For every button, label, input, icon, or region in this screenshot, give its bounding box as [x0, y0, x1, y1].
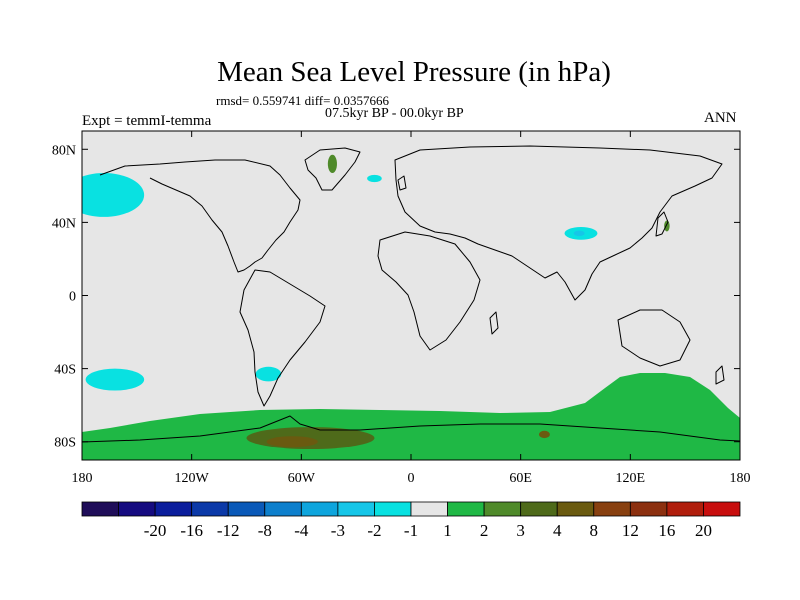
y-axis-labels: 80N 40N 0 40S 80S	[52, 143, 76, 450]
colorbar-label: 16	[658, 521, 675, 540]
y-tick-label: 0	[69, 290, 76, 305]
africa-coast	[377, 231, 481, 351]
x-tick-label: 120W	[175, 471, 210, 486]
colorbar-box	[374, 501, 412, 517]
coastlines	[82, 145, 740, 443]
colorbar-box	[118, 501, 156, 517]
colorbar-label: 1	[443, 521, 452, 540]
colorbar-box	[191, 501, 229, 517]
anomaly-antarctic-high-inner	[266, 436, 318, 448]
x-tick-label: 180	[72, 471, 93, 486]
anomaly-north-pacific-low	[82, 173, 145, 217]
colorbar-box	[264, 501, 302, 517]
colorbar-labels: -20 -16 -12 -8 -4 -3 -2 -1 1 2 3 4 8 12 16 20	[144, 521, 712, 540]
colorbar-box	[629, 501, 668, 517]
colorbar-box	[300, 501, 339, 517]
anomaly-drake-passage-low	[255, 366, 282, 382]
x-axis-labels: 180 120W 60W 0 60E 120E 180	[72, 471, 751, 486]
x-tick-label: 180	[730, 471, 751, 486]
colorbar-box	[593, 501, 631, 517]
y-tick-label: 40N	[52, 216, 76, 231]
anomaly-iceland-low	[367, 174, 382, 183]
north-america-coast	[99, 159, 301, 273]
colorbar-box	[483, 501, 522, 517]
uk-coast	[397, 175, 407, 191]
colorbar-box	[447, 501, 485, 517]
x-tick-label: 60W	[288, 471, 316, 486]
colorbar-label: 12	[622, 521, 639, 540]
colorbar-box	[337, 501, 375, 517]
y-tick-label: 80N	[52, 143, 76, 158]
x-tick-label: 120E	[616, 471, 646, 486]
colorbar-label: -20	[144, 521, 167, 540]
colorbar-label: -3	[331, 521, 345, 540]
colorbar-box	[520, 501, 558, 517]
x-tick-label: 60E	[509, 471, 532, 486]
y-tick-label: 80S	[54, 436, 76, 451]
season-label: ANN	[704, 110, 737, 126]
south-america-coast	[239, 269, 326, 407]
colorbar-box	[227, 501, 266, 517]
colorbar-label: 4	[553, 521, 562, 540]
colorbar-label: -8	[258, 521, 272, 540]
anomaly-tibet-low-core	[573, 230, 585, 237]
new-zealand-coast	[715, 365, 725, 385]
colorbar-box	[556, 501, 595, 517]
x-tick-label: 0	[408, 471, 415, 486]
experiment-label: Expt = temmI-temma	[82, 113, 212, 129]
y-tick-label: 40S	[54, 363, 76, 378]
anomaly-layer	[82, 154, 740, 460]
colorbar-label: 20	[695, 521, 712, 540]
colorbar-box	[703, 501, 741, 517]
anomaly-greenland-high	[327, 154, 337, 174]
colorbar-label: -12	[217, 521, 240, 540]
period-label: 07.5kyr BP - 00.0kyr BP	[325, 106, 464, 121]
anomaly-south-pacific-low	[85, 368, 145, 391]
anomaly-east-antarctic-patch	[538, 430, 550, 439]
southern-ocean-high	[82, 373, 740, 460]
colorbar-label: 8	[590, 521, 599, 540]
colorbar-label: -16	[180, 521, 203, 540]
australia-coast	[617, 309, 691, 367]
colorbar-label: -4	[294, 521, 309, 540]
anomaly-japan-high	[664, 220, 670, 232]
greenland-coast	[304, 147, 361, 191]
chart-title: Mean Sea Level Pressure (in hPa)	[217, 56, 611, 88]
japan-coast	[655, 211, 669, 237]
colorbar-box	[81, 501, 119, 517]
colorbar-box	[154, 501, 193, 517]
colorbar	[81, 501, 741, 517]
colorbar-label: 2	[480, 521, 489, 540]
colorbar-label: -2	[367, 521, 381, 540]
map-frame	[81, 130, 741, 461]
madagascar-coast	[489, 311, 499, 335]
stats-label: rmsd= 0.559741 diff= 0.0357666	[216, 93, 389, 108]
colorbar-label: 3	[516, 521, 525, 540]
eurasia-coast	[394, 145, 723, 301]
antarctica-coast	[82, 415, 740, 443]
colorbar-box	[410, 501, 448, 517]
colorbar-box	[666, 501, 704, 517]
colorbar-label: -1	[404, 521, 418, 540]
